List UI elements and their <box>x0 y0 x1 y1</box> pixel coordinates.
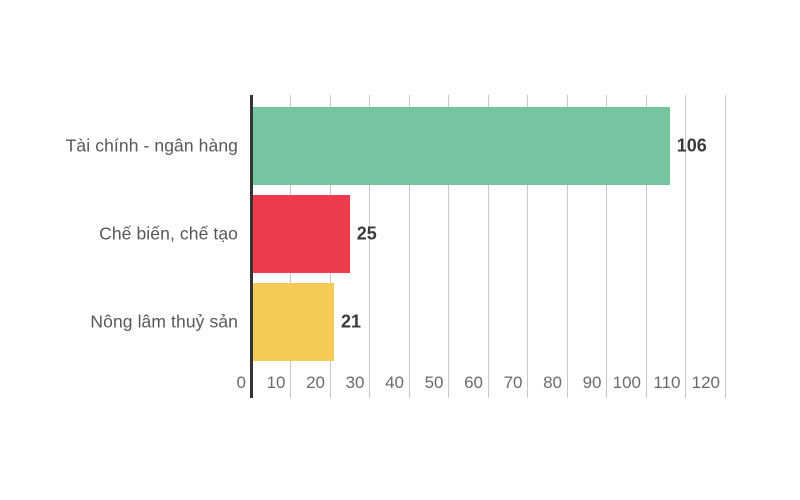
x-axis-tick-label: 100 <box>612 373 641 392</box>
gridline <box>645 95 647 398</box>
gridline <box>448 95 449 398</box>
x-axis-tick-label: 0 <box>236 373 246 392</box>
gridline <box>724 95 726 398</box>
gridline <box>527 95 528 398</box>
gridline <box>685 95 686 398</box>
x-axis-tick-label: 80 <box>543 373 562 392</box>
value-label: 21 <box>340 311 361 332</box>
value-label: 106 <box>676 135 707 156</box>
x-axis-tick-label: 20 <box>306 373 325 392</box>
x-axis-tick-label: 10 <box>266 373 286 392</box>
bar-2 <box>252 283 334 361</box>
bar-0 <box>252 107 670 185</box>
gridline <box>606 95 607 398</box>
category-label: Chế biến, chế tạo <box>99 223 238 243</box>
x-axis-tick-label: 90 <box>582 373 602 392</box>
x-axis-tick-label: 70 <box>503 373 523 392</box>
x-axis-tick-label: 120 <box>691 373 720 392</box>
y-axis-line <box>249 95 253 398</box>
gridline <box>369 95 370 398</box>
category-label: Tài chính - ngân hàng <box>65 135 238 156</box>
bar-1 <box>252 194 350 273</box>
x-axis-tick-label: 40 <box>385 373 404 392</box>
gridline <box>566 95 568 398</box>
gridline <box>487 95 489 398</box>
x-axis-tick-label: 50 <box>424 373 444 392</box>
category-label: Nông lâm thuỷ sản <box>90 311 238 332</box>
x-axis-tick-label: 60 <box>464 373 483 392</box>
value-label: 25 <box>356 223 377 243</box>
x-axis-tick-label: 110 <box>653 373 681 392</box>
x-axis-tick-label: 30 <box>345 373 365 392</box>
gridline <box>408 95 410 398</box>
